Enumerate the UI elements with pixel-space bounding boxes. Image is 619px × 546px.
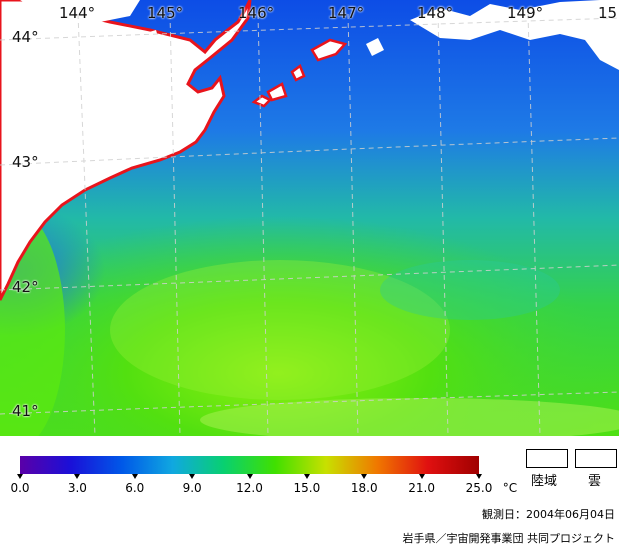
colorbar-tick-label: 12.0 [236, 481, 263, 495]
colorbar-tick-label: 6.0 [125, 481, 145, 495]
colorbar-tick-label: 0.0 [10, 481, 30, 495]
lat-label-41: 41° [12, 402, 39, 420]
lon-label-146: 146° [238, 4, 275, 22]
cool-filament [380, 260, 560, 320]
colorbar-tick-mark [246, 474, 253, 479]
land-key-swatch [526, 449, 568, 468]
graticule [0, 13, 619, 436]
colorbar-tick-label: 18.0 [350, 481, 378, 495]
lon-label-148: 148° [417, 4, 454, 22]
colorbar-tick-mark [476, 474, 482, 479]
colorbar-tick-mark [131, 474, 138, 479]
project-credit: 岩手県／宇宙開発事業団 共同プロジェクト [402, 532, 616, 545]
observation-date: 観測日：2004年06月04日 [482, 508, 615, 521]
warm-eddy [110, 260, 450, 400]
colorbar-tick-label: 21.0 [408, 481, 435, 495]
lat-label-44: 44° [12, 28, 39, 46]
cloud-ne [410, 0, 619, 70]
lon-label-150: 15 [598, 4, 618, 22]
island-kunashiri [290, 64, 306, 82]
lon-label-144: 144° [59, 4, 96, 22]
colorbar-tick-mark [418, 474, 425, 479]
colorbar-tick-mark [189, 474, 196, 479]
cloud-nw [20, 0, 140, 22]
colorbar-tick-label: 25.0 [465, 481, 493, 495]
colorbar-unit: °C [502, 481, 518, 495]
island-shikotan [251, 94, 273, 108]
sst-map [0, 0, 619, 436]
colorbar-tick-label: 15.0 [293, 481, 321, 495]
temperature-colorbar [20, 456, 479, 474]
colorbar-tick-mark [74, 474, 81, 479]
island-etorofu [310, 38, 348, 62]
colorbar-tick-mark [361, 474, 368, 479]
cloud-key-label: 雲 [588, 474, 602, 489]
cloud-key-swatch [575, 449, 617, 468]
island-habomai [266, 82, 288, 102]
lat-label-42: 42° [12, 278, 39, 296]
colorbar-gradient [20, 456, 479, 474]
land-hokkaido [0, 0, 252, 301]
colorbar-tick-mark [303, 474, 310, 479]
land-key-label: 陸域 [531, 474, 558, 489]
southern-warm-band [200, 398, 619, 436]
colorbar-tick-label: 9.0 [182, 481, 202, 495]
colorbar-tick-mark [17, 474, 23, 479]
colorbar-tick-label: 3.0 [67, 481, 87, 495]
lon-label-147: 147° [328, 4, 365, 22]
lon-label-145: 145° [147, 4, 184, 22]
lon-label-149: 149° [507, 4, 544, 22]
cloud-small [366, 38, 384, 56]
lat-label-43: 43° [12, 153, 39, 171]
